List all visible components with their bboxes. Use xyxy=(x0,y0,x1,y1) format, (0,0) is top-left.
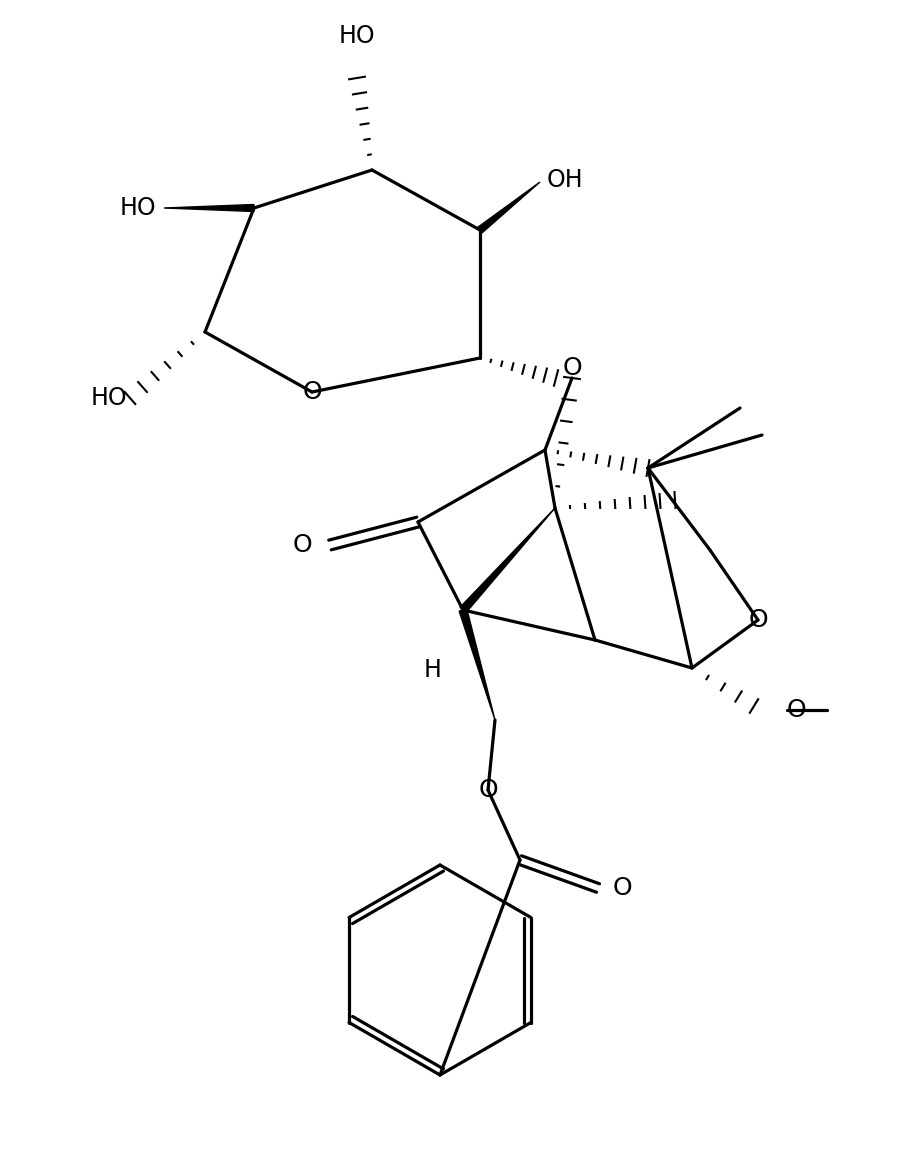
Text: HO: HO xyxy=(120,196,156,220)
Text: O: O xyxy=(787,698,806,722)
Text: O: O xyxy=(562,356,582,379)
Text: O: O xyxy=(292,533,312,558)
Polygon shape xyxy=(460,508,555,612)
Text: HO: HO xyxy=(90,386,127,410)
Polygon shape xyxy=(459,609,495,721)
Text: O: O xyxy=(748,608,768,632)
Polygon shape xyxy=(164,205,254,212)
Text: HO: HO xyxy=(339,24,375,48)
Text: O: O xyxy=(613,876,633,900)
Polygon shape xyxy=(477,182,540,233)
Text: O: O xyxy=(302,379,321,404)
Text: H: H xyxy=(424,658,442,682)
Text: OH: OH xyxy=(547,168,583,192)
Text: O: O xyxy=(478,778,498,802)
